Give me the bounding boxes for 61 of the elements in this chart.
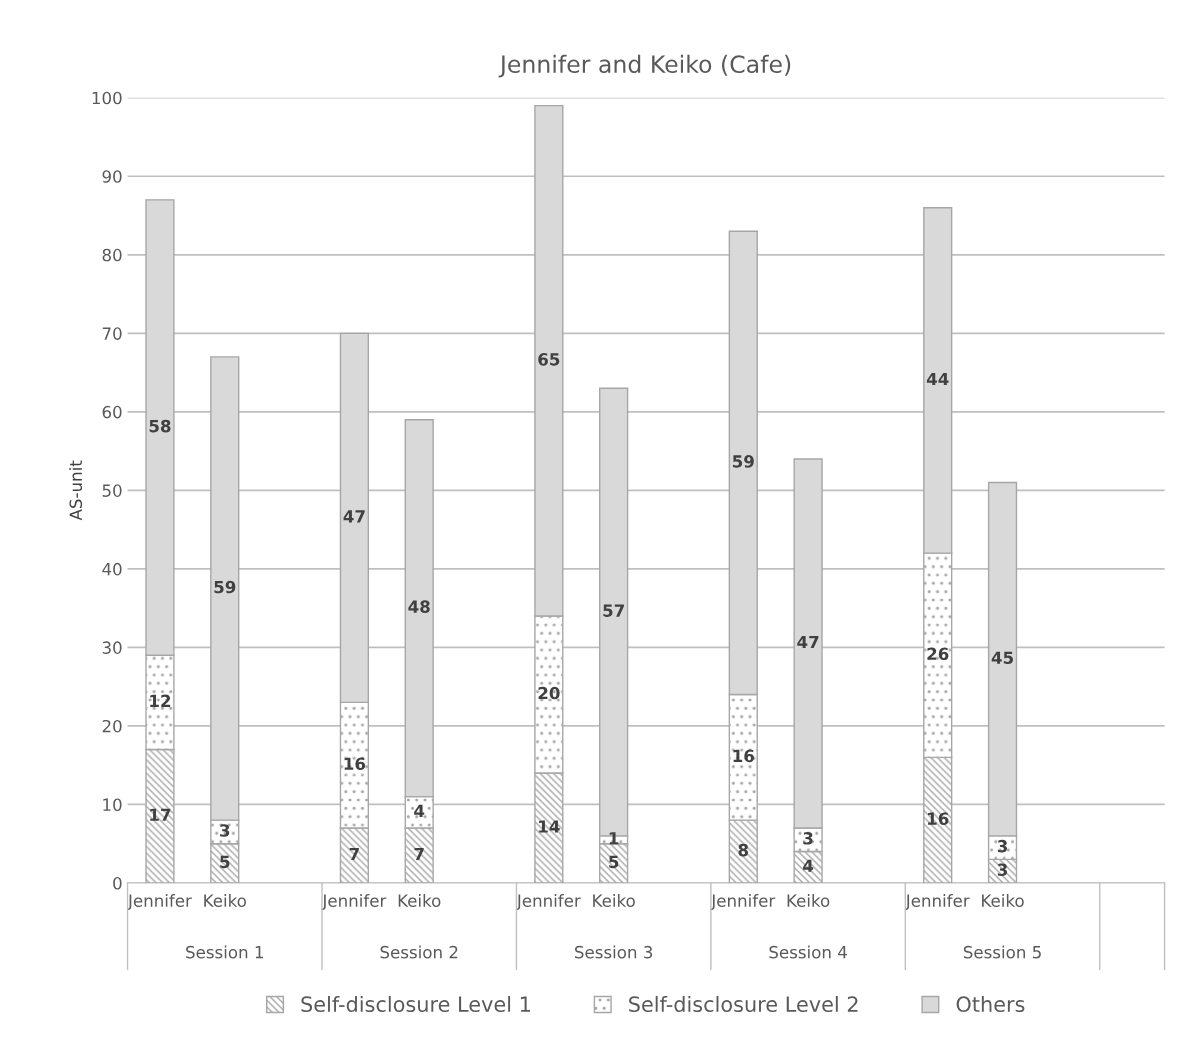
x-tick-label: Jennifer <box>710 894 776 911</box>
data-label: 47 <box>797 635 819 649</box>
y-tick-label: 60 <box>102 405 122 419</box>
text: Session 3 <box>575 945 653 959</box>
data-label: 57 <box>603 604 624 617</box>
x-tick-label: Jennifer <box>127 894 192 911</box>
data-label: 7 <box>414 847 424 861</box>
y-tick-label: 40 <box>102 562 122 576</box>
y-tick-label: 10 <box>103 798 122 812</box>
y-tick-label: 20 <box>102 719 122 733</box>
x-tick-label: Keiko <box>982 894 1024 907</box>
y-tick-label: 80 <box>102 248 122 262</box>
y-tick-label: 0 <box>113 876 122 890</box>
data-label: 16 <box>928 812 949 825</box>
data-label: 65 <box>538 353 560 366</box>
data-label: 1 <box>609 832 619 845</box>
legend-label: Others <box>956 995 1025 1013</box>
data-label: 45 <box>991 651 1013 665</box>
data-label: 44 <box>926 372 949 386</box>
legend-label: Self-disclosure Level 1 <box>301 995 530 1013</box>
y-tick-label: 30 <box>102 641 122 654</box>
y-tick-label: 50 <box>102 484 122 497</box>
data-label: 3 <box>997 863 1008 877</box>
x-tick-label: Keiko <box>593 894 635 907</box>
data-label: 14 <box>539 820 560 833</box>
data-label: 5 <box>220 855 230 869</box>
data-label: 4 <box>414 804 425 817</box>
data-label: 58 <box>149 419 171 433</box>
text: Session 4 <box>769 945 847 959</box>
data-label: 3 <box>220 824 230 837</box>
data-label: 20 <box>538 686 560 700</box>
y-tick-label: 70 <box>102 327 122 340</box>
y-tick-label: 100 <box>92 91 122 105</box>
data-label: 4 <box>803 859 814 872</box>
data-label: 47 <box>343 510 365 523</box>
data-label: 16 <box>733 749 754 763</box>
x-tick-label: Jennifer <box>904 894 970 911</box>
data-label: 3 <box>803 832 813 845</box>
y-axis-title: AS-unit <box>69 460 83 521</box>
legend-label: Self-disclosure Level 2 <box>629 995 858 1013</box>
x-tick-label: Keiko <box>204 894 246 907</box>
data-label: 59 <box>732 455 754 468</box>
text: Session 5 <box>963 945 1041 959</box>
data-label: 8 <box>738 843 749 857</box>
data-label: 7 <box>349 847 359 861</box>
x-tick-label: Keiko <box>787 894 830 907</box>
x-tick-label: Keiko <box>398 894 441 907</box>
data-label: 26 <box>927 647 949 661</box>
data-label: 16 <box>344 757 366 771</box>
data-label: 17 <box>150 808 171 821</box>
data-label: 12 <box>150 694 171 707</box>
x-tick-label: Jennifer <box>321 894 387 911</box>
data-label: 48 <box>408 600 430 613</box>
data-label: 5 <box>609 855 619 869</box>
data-label: 59 <box>214 580 236 594</box>
chart-title: Jennifer and Keiko (Cafe) <box>498 54 791 78</box>
data-label: 3 <box>997 839 1008 853</box>
text: Session 2 <box>380 945 458 959</box>
x-tick-label: Jennifer <box>516 894 581 911</box>
text: Session 1 <box>186 945 263 959</box>
y-tick-label: 90 <box>102 170 122 183</box>
